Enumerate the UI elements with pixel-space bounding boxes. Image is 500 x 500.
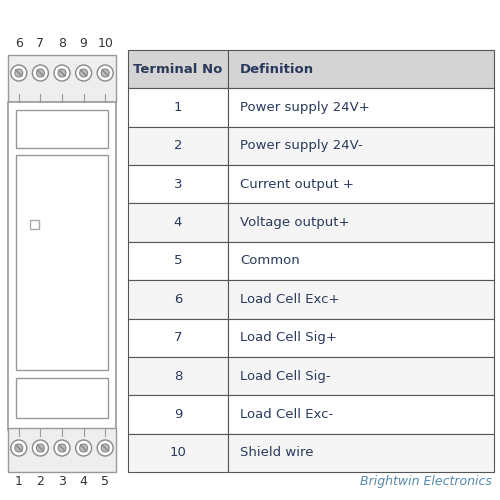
Circle shape [32,65,48,81]
Circle shape [32,440,48,456]
Circle shape [58,444,66,452]
Circle shape [97,440,113,456]
Bar [228,357,494,396]
Text: 10: 10 [98,37,113,50]
Text: Current output +: Current output + [240,178,354,191]
Text: 4: 4 [80,475,88,488]
Circle shape [36,69,44,77]
Text: 5: 5 [101,475,109,488]
Circle shape [76,65,92,81]
Text: Voltage output+: Voltage output+ [240,216,350,229]
Bar [8,102,116,430]
Circle shape [58,69,66,77]
Text: Brightwin Electronics: Brightwin Electronics [360,475,492,488]
Circle shape [11,440,27,456]
Bar [228,126,494,165]
Text: 7: 7 [36,37,44,50]
Text: Load Cell Sig+: Load Cell Sig+ [240,331,337,344]
Text: 3: 3 [58,475,66,488]
Bar [128,126,228,165]
Text: Common: Common [240,254,300,268]
Text: 3: 3 [174,178,182,191]
Circle shape [36,444,44,452]
Text: Terminal No: Terminal No [134,62,222,76]
Text: 4: 4 [174,216,182,229]
Text: 2: 2 [174,140,182,152]
Bar [228,50,494,88]
Text: 1: 1 [174,101,182,114]
Text: 2: 2 [36,475,44,488]
Text: 8: 8 [174,370,182,382]
Circle shape [76,440,92,456]
Circle shape [101,444,109,452]
Bar [228,280,494,318]
Bar [228,165,494,203]
Bar [228,434,494,472]
Text: Definition: Definition [240,62,314,76]
Bar [128,88,228,126]
Circle shape [80,69,88,77]
Text: 10: 10 [170,446,186,460]
Text: Power supply 24V-: Power supply 24V- [240,140,363,152]
Text: 5: 5 [174,254,182,268]
Bar [228,396,494,434]
Bar [30,220,39,229]
Bar [16,378,108,418]
Bar [16,155,108,370]
Bar [128,434,228,472]
Bar [8,428,116,472]
Circle shape [101,69,109,77]
Bar [228,88,494,126]
Bar [128,396,228,434]
Circle shape [54,440,70,456]
Text: Shield wire: Shield wire [240,446,314,460]
Circle shape [54,65,70,81]
Bar [228,318,494,357]
Circle shape [15,444,23,452]
Text: Load Cell Sig-: Load Cell Sig- [240,370,330,382]
Bar [228,242,494,280]
Text: 8: 8 [58,37,66,50]
Circle shape [11,65,27,81]
Bar [128,280,228,318]
Bar [128,357,228,396]
Text: 6: 6 [15,37,22,50]
Bar [228,204,494,242]
Bar [128,242,228,280]
Text: Load Cell Exc-: Load Cell Exc- [240,408,333,421]
Text: 1: 1 [15,475,22,488]
Bar [16,110,108,148]
Bar [128,318,228,357]
Text: 9: 9 [80,37,88,50]
Bar [128,50,228,88]
Text: 9: 9 [174,408,182,421]
Circle shape [15,69,23,77]
Bar [8,55,116,102]
Bar [128,204,228,242]
Text: 7: 7 [174,331,182,344]
Text: Power supply 24V+: Power supply 24V+ [240,101,370,114]
Circle shape [97,65,113,81]
Bar [128,165,228,203]
Text: Load Cell Exc+: Load Cell Exc+ [240,293,340,306]
Text: 6: 6 [174,293,182,306]
Circle shape [80,444,88,452]
